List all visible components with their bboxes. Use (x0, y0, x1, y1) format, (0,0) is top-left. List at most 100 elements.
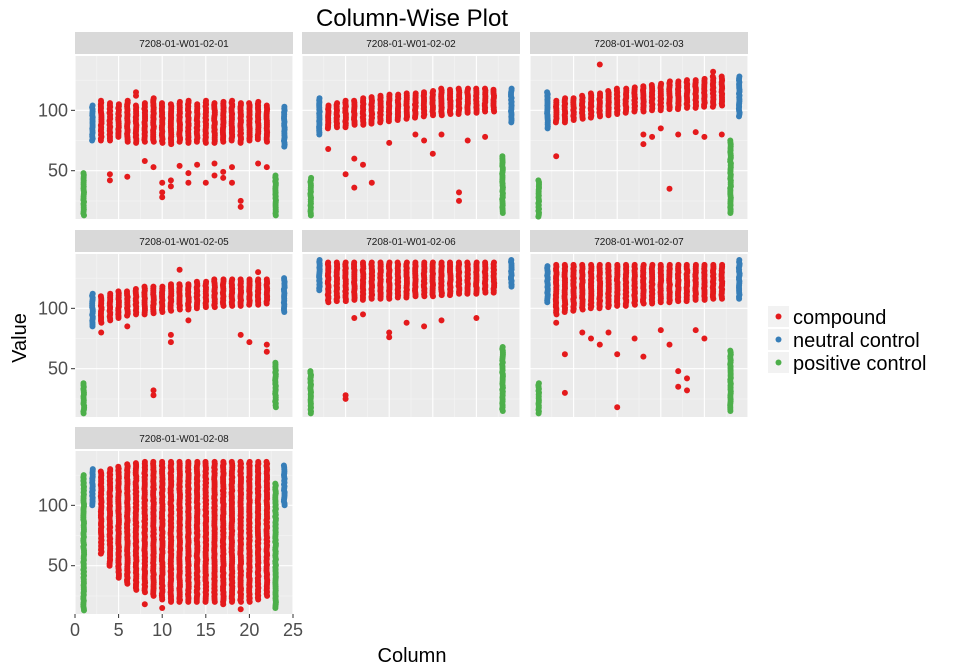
compound-point (588, 335, 594, 342)
compound-point (115, 288, 122, 295)
compound-point (255, 269, 262, 276)
compound-point (211, 276, 218, 283)
compound-point (246, 458, 253, 465)
facet-strip-label: 7208-01-W01-02-02 (366, 39, 456, 50)
compound-point (220, 458, 227, 465)
compound-point (692, 129, 699, 136)
compound-point (394, 259, 401, 266)
compound-point (709, 73, 716, 80)
compound-point (614, 351, 621, 358)
compound-point (107, 466, 114, 473)
compound-point (605, 88, 612, 94)
compound-point (701, 133, 708, 140)
positive-control-point (499, 344, 506, 350)
compound-point (386, 259, 393, 266)
positive-control-point (535, 177, 542, 184)
neutral-control-point (316, 95, 323, 102)
neutral-control-point (508, 85, 515, 92)
compound-point (237, 606, 244, 613)
compound-point (159, 179, 166, 186)
compound-point (167, 101, 174, 108)
strip-background (75, 230, 293, 252)
compound-point (675, 261, 682, 268)
compound-point (683, 261, 690, 268)
facet-panel: 7208-01-W01-02-07 (529, 230, 749, 417)
compound-point (167, 339, 174, 346)
compound-point (237, 100, 244, 107)
facet-panel: 7208-01-W01-02-08 50 100 0 5 10 15 20 25 (38, 427, 303, 640)
neutral-control-point (281, 275, 288, 282)
compound-point (263, 348, 270, 355)
compound-point (193, 278, 200, 285)
compound-point (587, 90, 594, 97)
compound-point (456, 189, 462, 196)
compound-point (657, 261, 664, 268)
y-tick-label: 100 (38, 495, 68, 515)
compound-point (229, 97, 236, 104)
compound-point (438, 131, 445, 138)
compound-point (185, 179, 192, 186)
compound-point (561, 351, 568, 358)
strip-background (75, 32, 293, 54)
positive-control-point (272, 172, 279, 179)
compound-point (185, 170, 192, 177)
compound-point (701, 75, 708, 82)
compound-point (159, 100, 165, 107)
compound-point (421, 323, 428, 330)
legend-item: positive control (768, 352, 926, 375)
compound-point (211, 100, 218, 107)
compound-point (640, 353, 647, 360)
compound-point (255, 458, 262, 465)
compound-point (403, 319, 410, 326)
x-axis-title: Column (378, 645, 447, 667)
compound-point (237, 203, 244, 210)
compound-point (588, 261, 595, 268)
compound-point (430, 88, 437, 94)
compound-point (455, 259, 462, 266)
strip-background (302, 230, 520, 252)
compound-point (115, 101, 122, 108)
compound-point (360, 259, 366, 266)
positive-control-point (727, 137, 734, 144)
neutral-control-point (89, 466, 96, 473)
compound-point (168, 458, 174, 465)
compound-point (176, 98, 183, 105)
compound-point (675, 131, 682, 138)
compound-point (597, 90, 603, 97)
compound-point (141, 158, 148, 164)
compound-point (456, 197, 462, 204)
compound-point (579, 261, 586, 268)
compound-point (107, 100, 113, 107)
legend-item: neutral control (768, 329, 920, 352)
compound-point (202, 179, 209, 186)
compound-point (237, 458, 244, 465)
compound-point (159, 283, 166, 290)
compound-point (648, 82, 655, 88)
neutral-control-point (89, 102, 96, 109)
compound-point (325, 259, 332, 266)
neutral-control-point (544, 263, 551, 270)
compound-point (561, 389, 568, 396)
compound-point (246, 339, 253, 346)
compound-point (159, 189, 166, 196)
compound-point (701, 261, 708, 268)
compound-point (447, 86, 453, 93)
compound-point (412, 259, 419, 266)
points-layer (80, 266, 288, 417)
positive-control-point (307, 368, 314, 375)
compound-point (675, 383, 682, 390)
compound-point (438, 259, 445, 266)
compound-point (176, 281, 183, 288)
chart-title: Column-Wise Plot (316, 5, 508, 32)
x-tick-label: 10 (152, 620, 172, 640)
x-tick-label: 0 (70, 620, 80, 640)
y-axis-title: Value (9, 313, 31, 363)
compound-point (263, 102, 270, 109)
compound-point (684, 375, 690, 382)
compound-point (403, 259, 410, 266)
compound-point (710, 68, 717, 75)
compound-point (649, 133, 656, 140)
compound-point (255, 98, 262, 105)
compound-point (159, 194, 166, 201)
neutral-control-point (508, 257, 515, 263)
